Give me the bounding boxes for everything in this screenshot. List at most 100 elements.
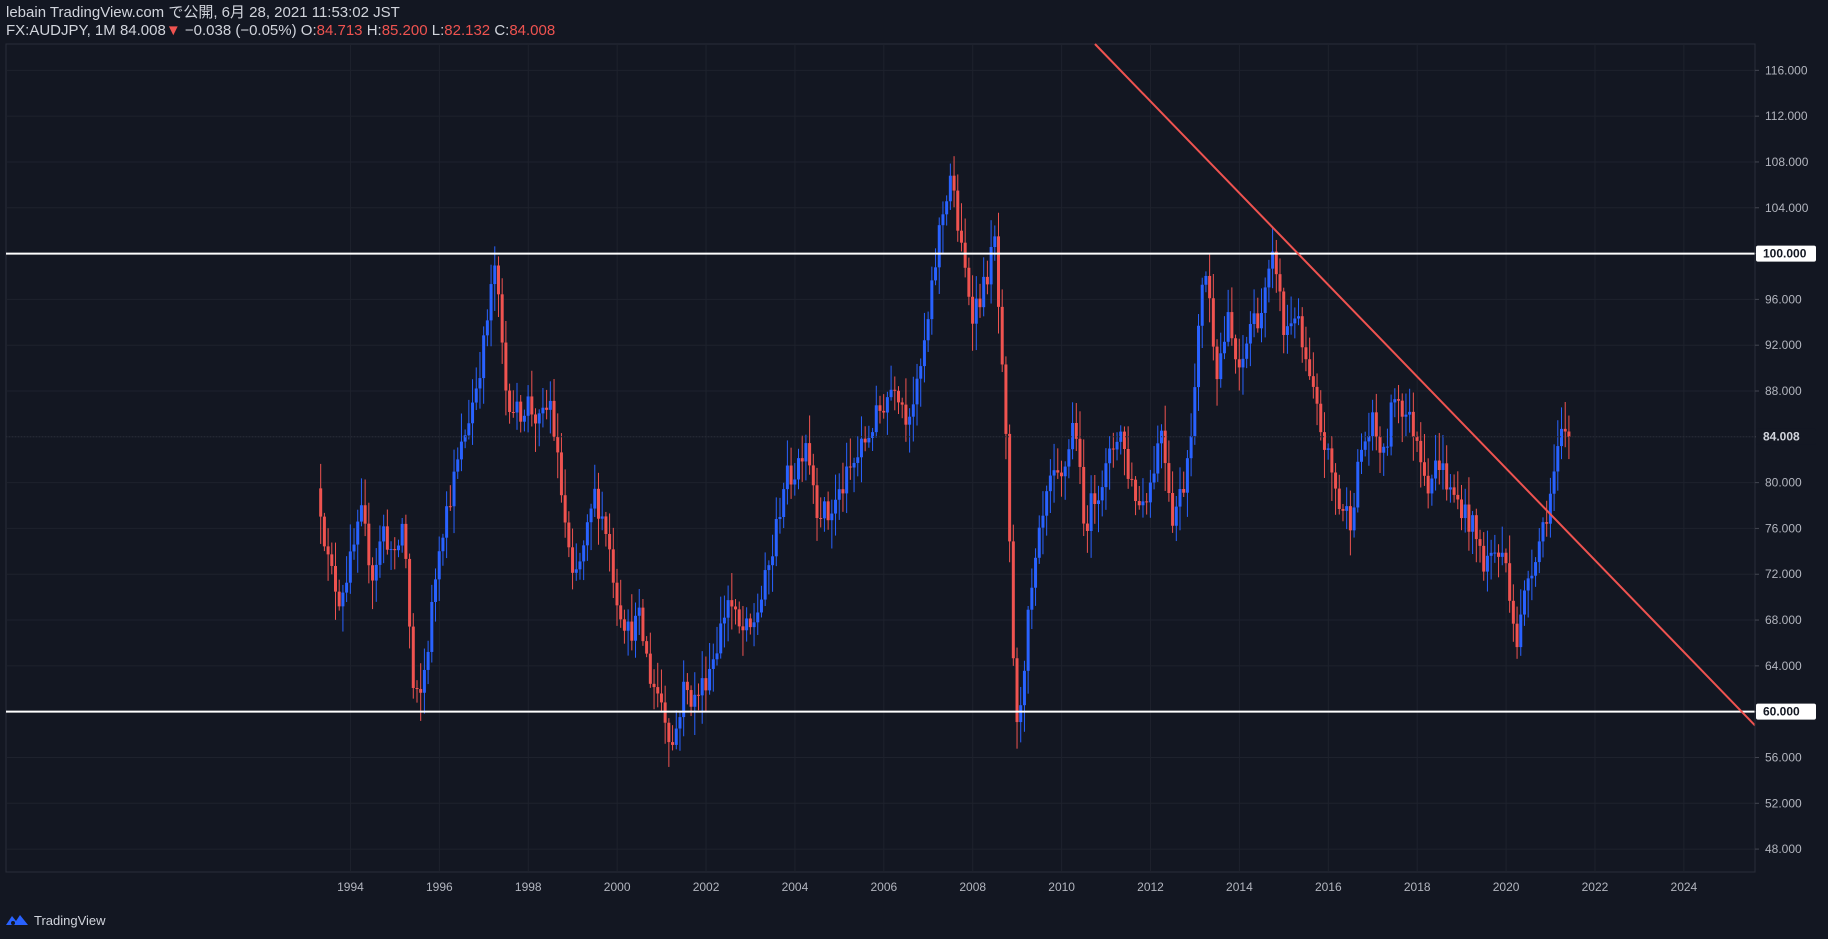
candle-body [1315,386,1319,404]
candle-body [800,458,804,462]
candle-201 [1063,461,1067,500]
candle-body [782,489,786,517]
candle-88 [645,636,649,658]
candle-body [363,505,367,524]
candle-body [1104,463,1108,488]
candle-87 [641,599,645,646]
candle-body [1400,400,1404,417]
candle-30 [430,584,434,663]
candle-253 [1256,297,1260,333]
candle-45 [485,309,489,347]
candle-248 [1237,338,1241,391]
candle-109 [722,595,726,648]
candle-body [834,499,838,514]
candle-body [830,513,834,521]
candle-body [393,549,397,551]
candle-body [1056,470,1060,473]
price-axis[interactable]: 48.000 52.000 56.000 60.000 64.000 68.000 72.0… [1754,44,1816,872]
candle-293 [1404,393,1408,437]
candle-body [808,443,812,466]
candle-body [1545,522,1549,524]
candle-194 [1037,515,1041,564]
candle-246 [1230,287,1234,346]
candle-body [359,505,363,522]
candle-10 [356,509,360,573]
candle-body [556,436,560,453]
candle-207 [1085,505,1089,553]
candle-body [1459,499,1463,519]
candle-body [1456,494,1460,500]
candle-body [919,366,923,379]
candle-body [793,479,797,485]
candle-body [1248,324,1252,344]
candle-0 [319,463,323,544]
candle-181 [989,220,993,304]
footer[interactable]: TradingView [4,910,106,930]
candle-226 [1156,425,1160,482]
high-value: 85.200 [381,22,428,39]
candle-295 [1411,392,1415,461]
candle-body [796,458,800,480]
candle-26 [415,680,419,703]
candle-body [1374,412,1378,437]
candle-body [741,626,745,631]
candle-303 [1441,435,1445,490]
candle-218 [1126,426,1130,489]
candle-112 [734,599,738,625]
candle-160 [911,376,915,442]
candle-125 [782,482,786,529]
candle-206 [1082,439,1086,537]
candle-body [374,564,378,581]
candle-body [1489,552,1493,556]
candle-body [1430,478,1434,494]
candle-234 [1185,450,1189,517]
y-tick-label-0: 48.000 [1765,842,1802,856]
candle-75 [596,472,600,545]
candle-203 [1071,402,1075,460]
candle-208 [1089,475,1093,558]
candle-body [419,689,423,693]
candle-151 [878,395,882,424]
candle-12 [363,479,367,537]
chart-frame [5,43,1756,873]
candle-body [685,681,689,691]
candle-body [596,488,600,519]
candle-81 [619,579,623,628]
candle-330 [1541,517,1545,558]
candle-body [437,551,441,580]
candle-204 [1074,403,1078,452]
candle-body [430,601,434,652]
candle-90 [652,669,656,710]
trendline[interactable] [1094,43,1756,727]
candle-body [400,523,404,546]
candle-241 [1211,273,1215,361]
candle-328 [1534,557,1538,587]
candle-body [574,569,578,573]
x-tick-label-4: 2002 [693,880,720,894]
candle-55 [522,409,526,432]
candle-84 [630,594,634,651]
candle-body [1089,493,1093,531]
candle-108 [719,596,723,659]
time-axis[interactable]: 1994 1996 1998 2000 2002 2004 2006 2008 2010 2012… [337,880,1697,894]
candles [6,156,1755,767]
candle-body [1204,275,1208,285]
grid [6,44,1755,872]
candle-186 [1008,424,1012,563]
candle-318 [1497,544,1501,578]
x-tick-label-8: 2010 [1048,880,1075,894]
candle-body [622,619,626,631]
y-tick-label-11: 92.000 [1765,338,1802,352]
candle-275 [1337,474,1341,515]
candle-259 [1278,258,1282,312]
horizontal-lines[interactable] [6,252,1755,713]
candle-body [1219,353,1223,380]
candle-29 [426,640,430,685]
trendline-group[interactable] [1094,43,1756,727]
candle-body [404,523,408,559]
candle-body [1471,515,1475,532]
candle-296 [1415,431,1419,452]
candle-79 [611,527,615,598]
candle-body [1211,298,1215,347]
